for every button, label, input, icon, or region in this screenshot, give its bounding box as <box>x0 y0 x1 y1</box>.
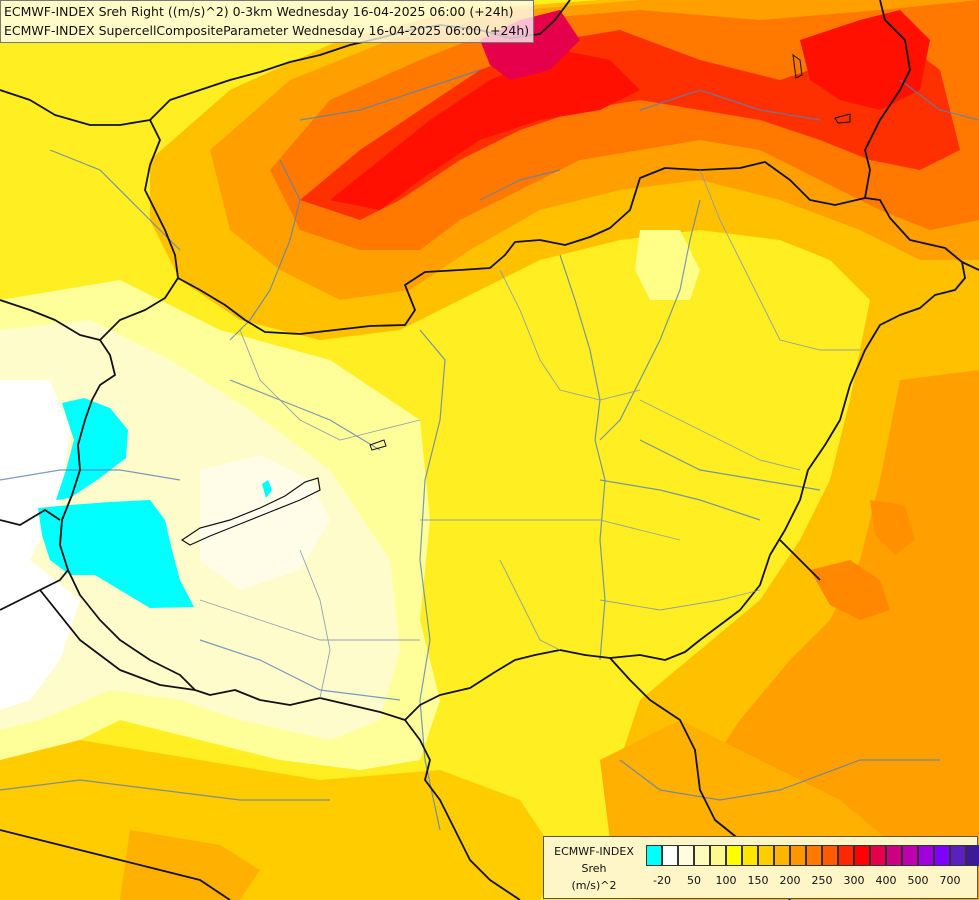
legend-tick-label: 700 <box>939 874 961 887</box>
field-orange-east-spot2 <box>870 500 915 555</box>
legend-tick-label: 250 <box>811 874 833 887</box>
legend-swatch <box>870 845 886 866</box>
legend-swatch <box>694 845 710 866</box>
field-orange-red <box>270 0 979 250</box>
county-borders <box>199 169 860 699</box>
legend-variable: Sreh <box>581 862 607 875</box>
map-title-box: ECMWF-INDEX Sreh Right ((m/s)^2) 0-3km W… <box>0 0 535 43</box>
legend-tick-label: 300 <box>843 874 865 887</box>
title-line-1: ECMWF-INDEX Sreh Right ((m/s)^2) 0-3km W… <box>4 4 514 19</box>
legend-swatch <box>822 845 838 866</box>
legend-tick-label: 500 <box>907 874 929 887</box>
title-line-2: ECMWF-INDEX SupercellCompositeParameter … <box>4 23 530 38</box>
legend-swatch <box>902 845 918 866</box>
legend-swatch <box>838 845 854 866</box>
legend-swatch <box>934 845 950 866</box>
field-cyan-south <box>38 500 194 608</box>
legend-tick-label: 150 <box>747 874 769 887</box>
field-cream-patch <box>200 455 330 590</box>
field-red-strong <box>330 50 640 210</box>
lake-small-3 <box>792 53 803 79</box>
lake-balaton <box>180 477 321 546</box>
legend-tick-label: 50 <box>687 874 701 887</box>
field-red-core <box>300 30 960 220</box>
field-cyan-small <box>262 480 272 498</box>
legend-tick-label: -20 <box>653 874 671 887</box>
legend-swatch <box>806 845 822 866</box>
legend-unit: (m/s)^2 <box>571 879 617 892</box>
legend-swatch <box>758 845 774 866</box>
field-white-west <box>0 380 80 710</box>
field-orange-east-spot1 <box>810 560 890 620</box>
lake-small-2 <box>834 113 851 124</box>
legend-model: ECMWF-INDEX <box>554 845 634 858</box>
legend-tick-label: 100 <box>715 874 737 887</box>
field-red-east <box>800 10 930 110</box>
legend-swatch <box>918 845 934 866</box>
legend-swatch <box>774 845 790 866</box>
legend-swatch <box>790 845 806 866</box>
legend-tick-label: 400 <box>875 874 897 887</box>
legend-swatch <box>950 845 966 866</box>
legend-swatch <box>854 845 870 866</box>
lake-small-1 <box>369 439 387 451</box>
legend-swatch <box>886 845 902 866</box>
legend-swatch <box>710 845 726 866</box>
field-orange-south-deep <box>120 830 260 900</box>
color-legend: ECMWF-INDEX Sreh (m/s)^2 -20 50 100 150 200 2… <box>543 836 979 899</box>
legend-swatch <box>678 845 694 866</box>
field-cyan-north <box>56 398 128 500</box>
legend-swatch <box>966 845 979 866</box>
legend-swatch <box>646 845 662 866</box>
legend-swatch <box>662 845 678 866</box>
field-pale-spot <box>635 230 700 300</box>
legend-swatch <box>726 845 742 866</box>
legend-tick-label: 200 <box>779 874 801 887</box>
legend-swatch <box>742 845 758 866</box>
